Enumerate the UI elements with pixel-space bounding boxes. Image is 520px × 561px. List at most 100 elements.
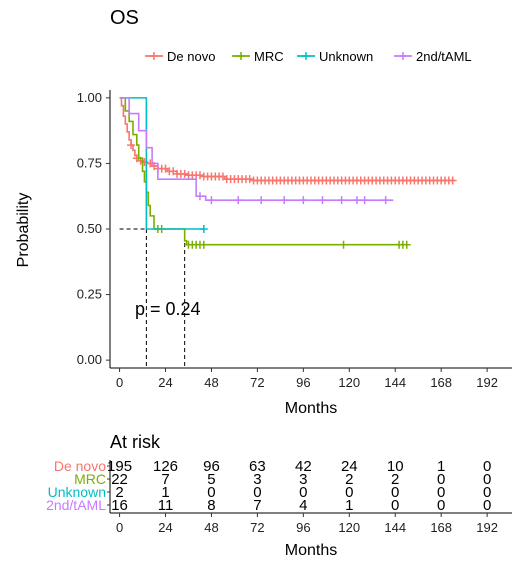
risk-count: 7: [253, 497, 261, 514]
censor-mark: [402, 240, 411, 249]
risk-count: 2: [391, 471, 399, 488]
censor-mark: [337, 196, 346, 205]
risk-x-tick-label: 72: [250, 520, 264, 535]
risk-count: 0: [253, 484, 261, 501]
censor-mark: [127, 141, 136, 150]
legend-label: De novo: [167, 49, 215, 64]
y-tick-label: 0.00: [77, 352, 102, 367]
legend-marker: [302, 52, 310, 60]
censor-mark: [195, 171, 204, 180]
x-tick-label: 120: [338, 375, 360, 390]
x-tick-label: 72: [250, 375, 264, 390]
x-tick-label: 24: [158, 375, 172, 390]
risk-table-title: At risk: [110, 432, 161, 452]
legend-item: Unknown: [297, 49, 373, 64]
risk-count: 0: [437, 484, 445, 501]
legend-label: Unknown: [319, 49, 373, 64]
risk-count: 195: [107, 458, 132, 475]
censor-mark: [257, 196, 266, 205]
risk-row-label: Unknown: [48, 484, 106, 500]
censor-mark: [140, 158, 149, 167]
x-tick-label: 144: [384, 375, 406, 390]
risk-count: 63: [249, 458, 266, 475]
censor-mark: [299, 196, 308, 205]
risk-x-tick-label: 0: [116, 520, 123, 535]
censor-mark: [245, 175, 254, 184]
y-tick-label: 0.75: [77, 155, 102, 170]
risk-count: 0: [299, 484, 307, 501]
censor-mark: [199, 225, 208, 233]
p-value-annotation: p = 0.24: [135, 299, 201, 319]
risk-count: 0: [437, 497, 445, 514]
survival-curve: [119, 97, 394, 201]
censor-mark: [448, 176, 457, 185]
legend: De novo MRC Unknown 2nd/tAML: [145, 49, 472, 64]
risk-count: 8: [207, 497, 215, 514]
risk-count: 3: [299, 471, 307, 488]
y-axis-label: Probability: [15, 193, 32, 268]
censor-mark: [180, 169, 189, 178]
risk-count: 2: [115, 484, 123, 501]
risk-x-tick-label: 144: [384, 520, 406, 535]
x-axis-label: Months: [285, 400, 337, 417]
risk-x-tick-label: 48: [204, 520, 218, 535]
risk-x-tick-label: 96: [296, 520, 310, 535]
legend-item: MRC: [232, 49, 284, 64]
censor-mark: [352, 196, 361, 205]
risk-count: 126: [153, 458, 178, 475]
censor-mark: [280, 196, 289, 205]
x-tick-label: 0: [116, 375, 123, 390]
risk-count: 1: [161, 484, 169, 501]
risk-count: 7: [161, 471, 169, 488]
risk-x-tick-label: 120: [338, 520, 360, 535]
plot-area: 0.00 0.25 0.50 0.75 1.00 0 24 48 72 96 120 144 168 19…: [77, 90, 512, 390]
chart-title: OS: [110, 7, 139, 29]
censor-mark: [199, 240, 208, 249]
censor-mark: [234, 196, 243, 205]
series-unknown: [119, 97, 208, 233]
series-de-novo: [119, 97, 457, 185]
risk-count: 0: [345, 484, 353, 501]
risk-row-label: De novo: [54, 458, 106, 474]
censor-mark: [195, 192, 204, 201]
survival-curve: [119, 97, 204, 230]
risk-count: 0: [483, 484, 491, 501]
risk-count: 0: [483, 458, 491, 475]
risk-count: 0: [207, 484, 215, 501]
risk-count: 0: [391, 497, 399, 514]
legend-item: De novo: [145, 49, 215, 64]
risk-count: 1: [345, 497, 353, 514]
risk-count: 5: [207, 471, 215, 488]
risk-x-axis-label: Months: [285, 542, 337, 559]
risk-x-tick-label: 192: [476, 520, 498, 535]
censor-mark: [207, 196, 216, 205]
risk-count: 2: [345, 471, 353, 488]
risk-x-tick-label: 24: [158, 520, 172, 535]
survival-curve: [119, 97, 407, 246]
risk-count: 16: [111, 497, 128, 514]
x-tick-label: 96: [296, 375, 310, 390]
censor-mark: [339, 240, 348, 249]
censor-mark: [318, 196, 327, 205]
x-tick-label: 168: [430, 375, 452, 390]
legend-marker: [237, 52, 245, 60]
series-2nd-taml: [119, 97, 394, 205]
legend-marker: [399, 52, 407, 60]
y-tick-label: 0.25: [77, 287, 102, 302]
legend-marker: [150, 52, 158, 60]
x-tick-label: 192: [476, 375, 498, 390]
risk-count: 0: [483, 497, 491, 514]
risk-count: 42: [295, 458, 312, 475]
risk-x-tick-label: 168: [430, 520, 452, 535]
series-mrc: [119, 97, 411, 249]
risk-count: 22: [111, 471, 128, 488]
risk-row-label: 2nd/tAML: [46, 497, 106, 513]
y-tick-label: 1.00: [77, 90, 102, 105]
y-tick-label: 0.50: [77, 221, 102, 236]
risk-row-label: MRC: [74, 471, 106, 487]
censor-mark: [360, 196, 369, 205]
risk-count: 1: [437, 458, 445, 475]
risk-count: 11: [158, 497, 174, 514]
